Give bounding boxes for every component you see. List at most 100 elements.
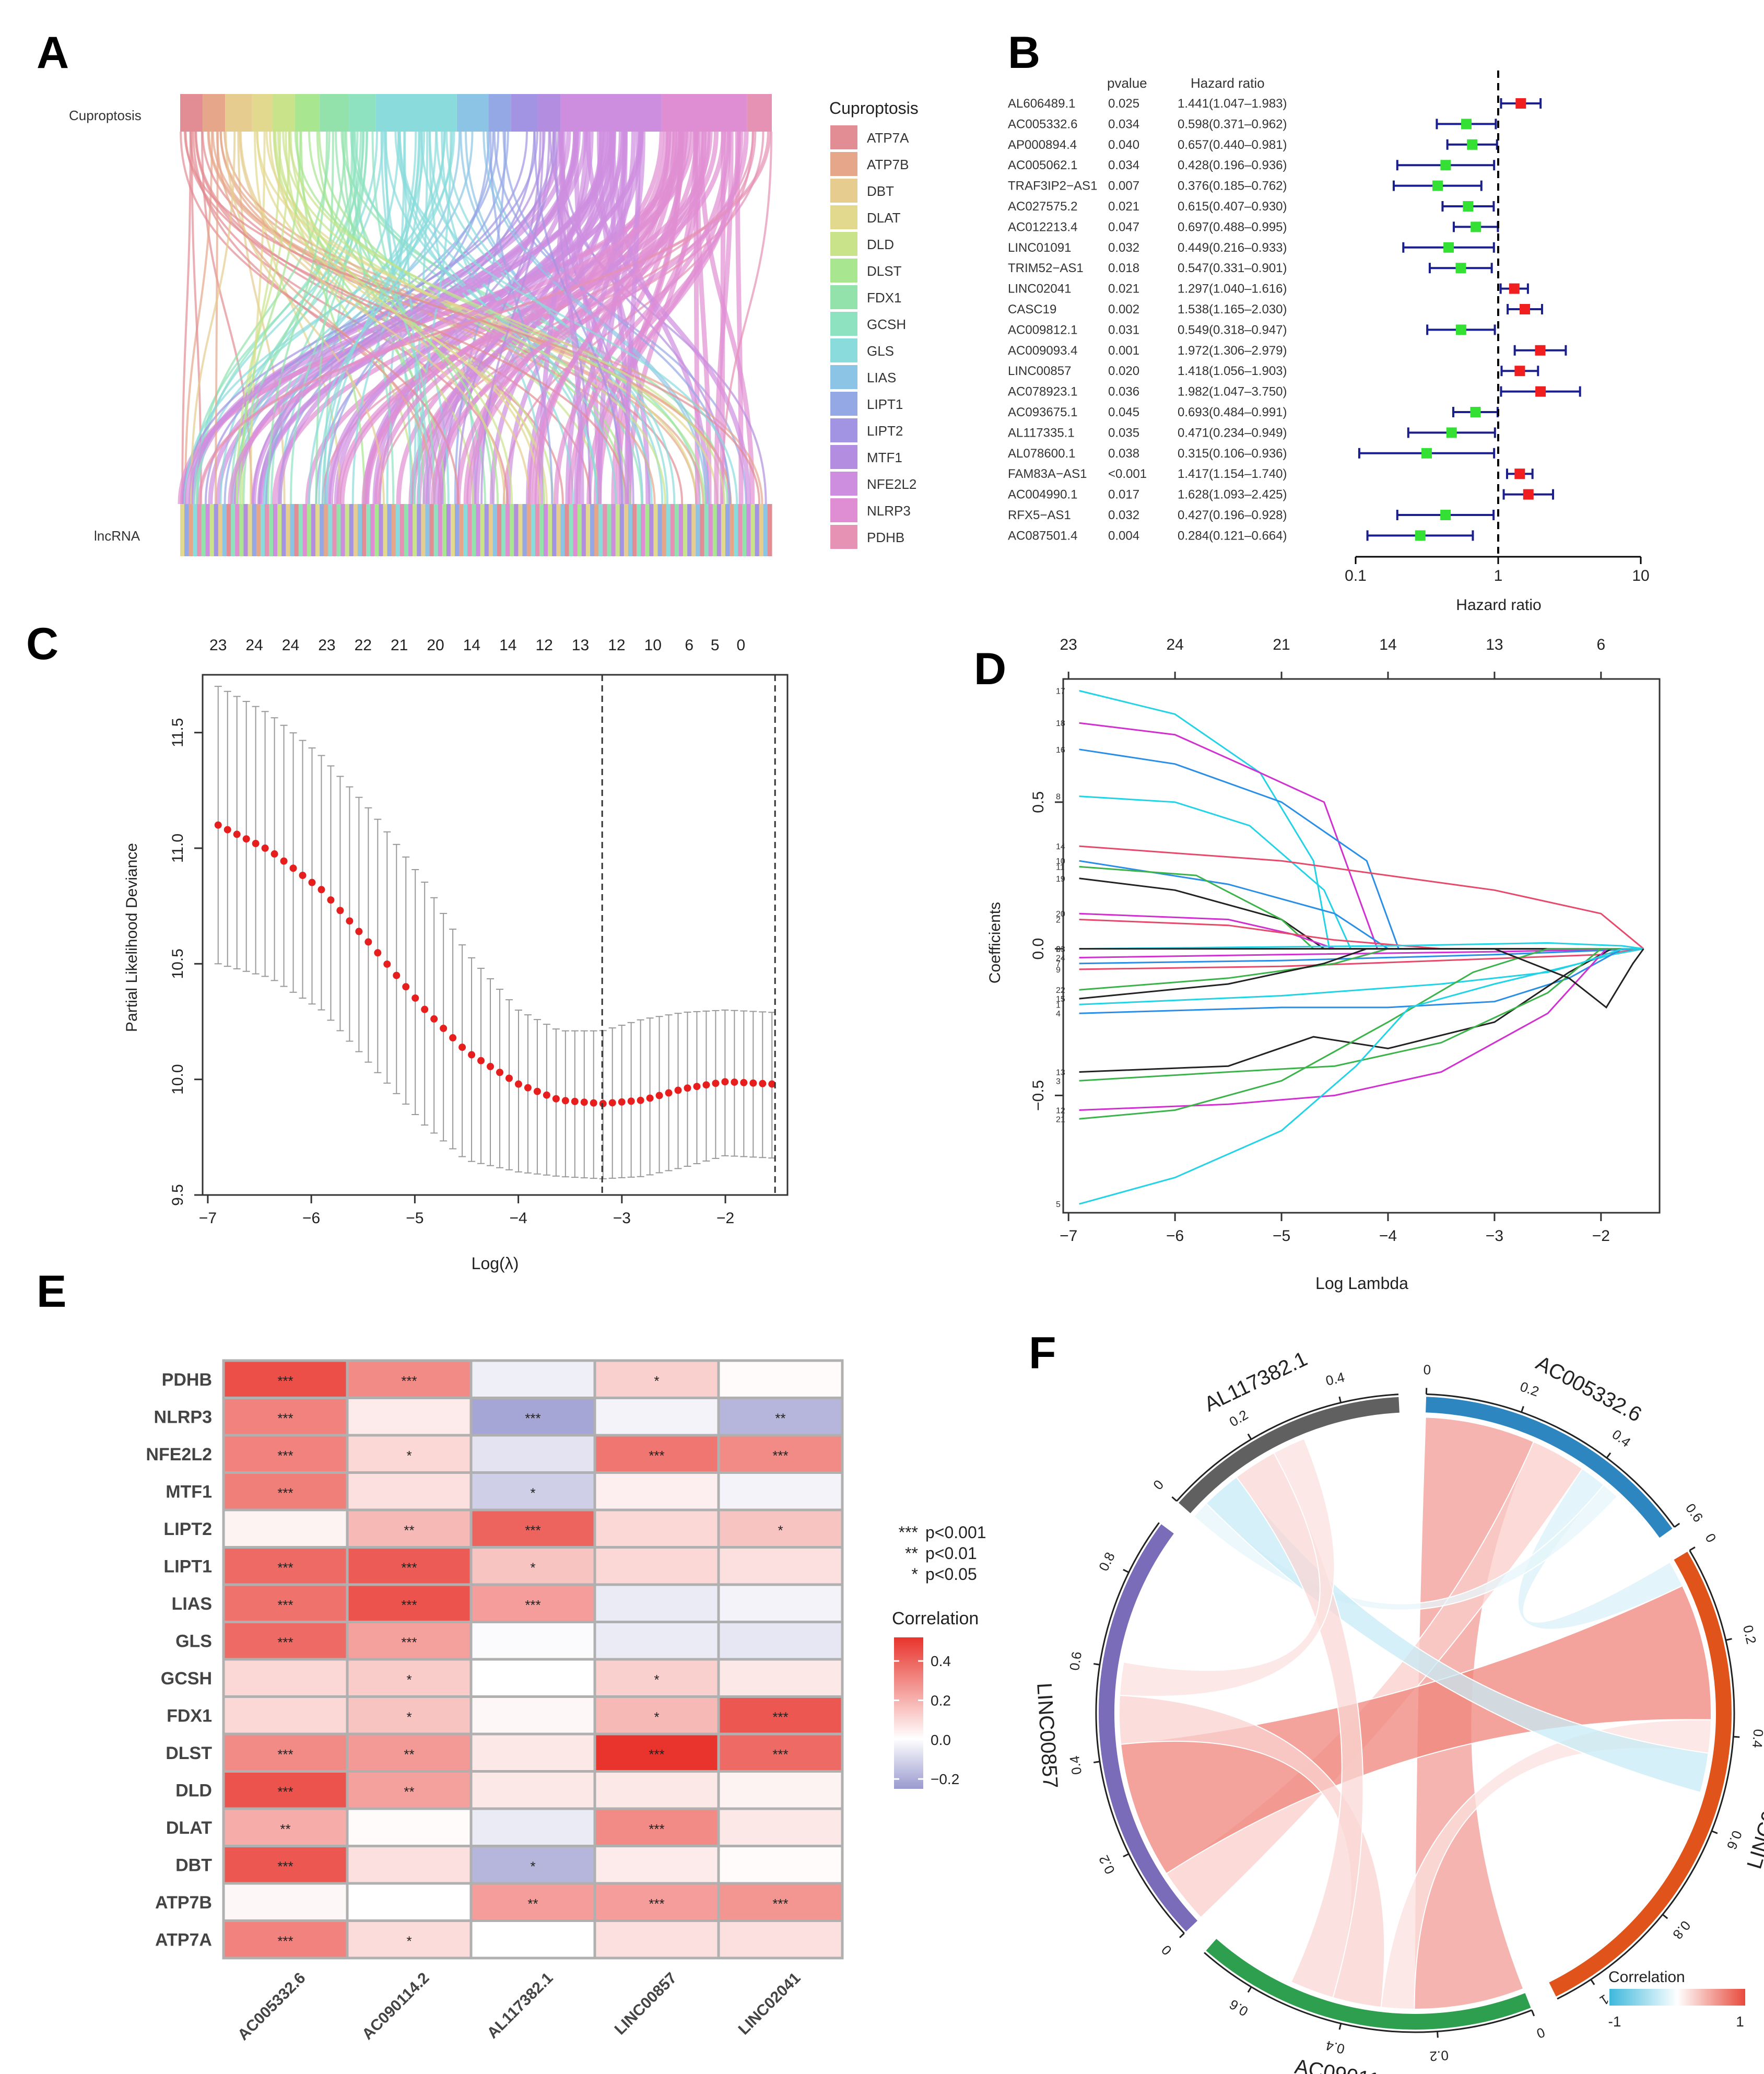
coef-path-label: 16 [1056,746,1065,755]
coef-path-label: 20 [1056,910,1065,919]
forest-gene-label: AC078923.1 [1008,385,1077,399]
cv-top-tick-label: 12 [535,637,552,654]
sankey-flow [624,131,641,505]
sankey-legend-swatch [830,259,857,283]
chord-tick-label: 0.6 [1066,1650,1085,1671]
sankey-legend-label: NFE2L2 [867,476,916,492]
correlation-heatmap-panel: PDHB *** *** *NLRP3 *** *** **NFE2L2 *** * *** ***… [146,1359,986,2044]
forest-pvalue: 0.036 [1108,385,1139,399]
heatmap-row-label: DLST [166,1743,212,1763]
chord-tick [1689,1546,1696,1551]
forest-gene-label: FAM83A−AS1 [1008,467,1087,481]
coef-path-line [1079,948,1644,1073]
sankey-bottom-node [522,504,527,556]
heatmap-cell [346,1770,473,1810]
chord-tick-label: 0 [1423,1362,1431,1377]
heatmap-cell [469,1732,596,1773]
sankey-bottom-node [404,504,409,556]
chord-sector-label: AC090114.2 [1293,2055,1410,2074]
cv-x-tick-label: −2 [716,1210,734,1227]
sankey-bottom-node [438,504,443,556]
forest-pvalue: 0.034 [1108,117,1139,131]
coef-path-line [1079,690,1644,950]
forest-gene-label: AC004990.1 [1008,488,1077,502]
sankey-bottom-node [463,504,468,556]
forest-hr-text: 0.315(0.106–0.936) [1178,447,1287,461]
heatmap-row-label: PDHB [162,1370,212,1390]
cv-top-tick-label: 13 [572,637,589,654]
chord-tick-label: 0.4 [1609,1426,1634,1450]
sankey-flow [533,131,623,505]
forest-point [1514,468,1525,479]
cv-point [514,1080,522,1088]
sankey-flow [267,131,328,505]
coef-path-label: 3 [1056,1077,1061,1086]
heatmap-star: *** [277,1485,293,1501]
chord-sector-axis [1176,1393,1399,1502]
forest-gene-label: AC009812.1 [1008,323,1077,337]
cv-point [430,1015,438,1023]
forest-point [1421,448,1432,459]
sankey-flow [181,131,192,505]
sankey-bottom-node [193,504,197,556]
coef-path-label: 11 [1056,863,1065,872]
sankey-bottom-node [425,504,430,556]
sig-legend-text: p<0.01 [925,1544,977,1563]
cv-x-tick-label: −4 [509,1210,527,1227]
sankey-legend-label: LIAS [867,370,896,385]
forest-hr-text: 1.417(1.154–1.740) [1178,467,1287,481]
sankey-bottom-node [548,504,552,556]
cv-point [421,1005,429,1013]
forest-hr-text: 0.284(0.121–0.664) [1178,529,1287,543]
heatmap-cell [469,1882,596,1922]
chord-tick [1711,1830,1718,1834]
cv-top-tick-label: 14 [463,637,480,654]
sankey-flow [265,131,495,505]
cv-x-label: Log(λ) [472,1254,519,1273]
sankey-bottom-node [501,504,506,556]
heatmap-star: *** [401,1597,417,1613]
forest-hr-text: 0.428(0.196–0.936) [1178,158,1287,172]
coef-x-tick-label: −3 [1486,1227,1503,1245]
chord-tick-label: 0.6 [1683,1501,1706,1525]
heatmap-cell [222,1546,349,1586]
sankey-bottom-node [294,504,299,556]
sankey-bottom-node [184,504,189,556]
coef-path-line [1079,948,1644,958]
heatmap-cell [469,1359,596,1399]
cv-point [261,844,269,852]
heatmap-cell [593,1434,720,1474]
forest-hr-text: 0.471(0.234–0.949) [1178,426,1287,440]
sankey-flow [351,131,424,505]
heatmap-star: *** [772,1448,788,1463]
heatmap-cell [469,1658,596,1698]
forest-pvalue: 0.020 [1108,364,1139,378]
sankey-bottom-node [269,504,274,556]
coef-path-line [1079,948,1644,1009]
forest-axis-tick-label: 0.1 [1345,567,1367,584]
sankey-bottom-node [628,504,633,556]
forest-point [1440,510,1451,520]
heatmap-star: ** [527,1896,538,1912]
heatmap-cell [593,1397,720,1437]
coef-path-label: 22 [1056,986,1065,995]
coef-path-label: 7 [1056,960,1061,969]
heatmap-colorbar: 0.4 0.2 0.0 −0.2 [894,1637,959,1789]
heatmap-cell [593,1546,720,1586]
heatmap-row-label: LIPT1 [163,1556,212,1576]
chord-link [1119,1438,1335,1697]
cv-point [552,1095,560,1103]
sankey-legend-label: LIPT2 [867,423,903,439]
sankey-flow [585,131,751,505]
heatmap-col-label: AC090114.2 [359,1970,432,2043]
forest-gene-label: AC005332.6 [1008,117,1077,131]
sankey-bottom-node [197,504,202,556]
forest-gene-label: LINC02041 [1008,282,1071,296]
sankey-flow [197,131,769,505]
forest-pvalue: 0.045 [1108,405,1139,419]
sankey-bottom-node [353,504,358,556]
sankey-top-node [225,94,252,132]
cv-point [411,994,419,1002]
sig-legend-text: p<0.001 [925,1523,986,1542]
chord-legend-min: -1 [1608,2013,1621,2030]
